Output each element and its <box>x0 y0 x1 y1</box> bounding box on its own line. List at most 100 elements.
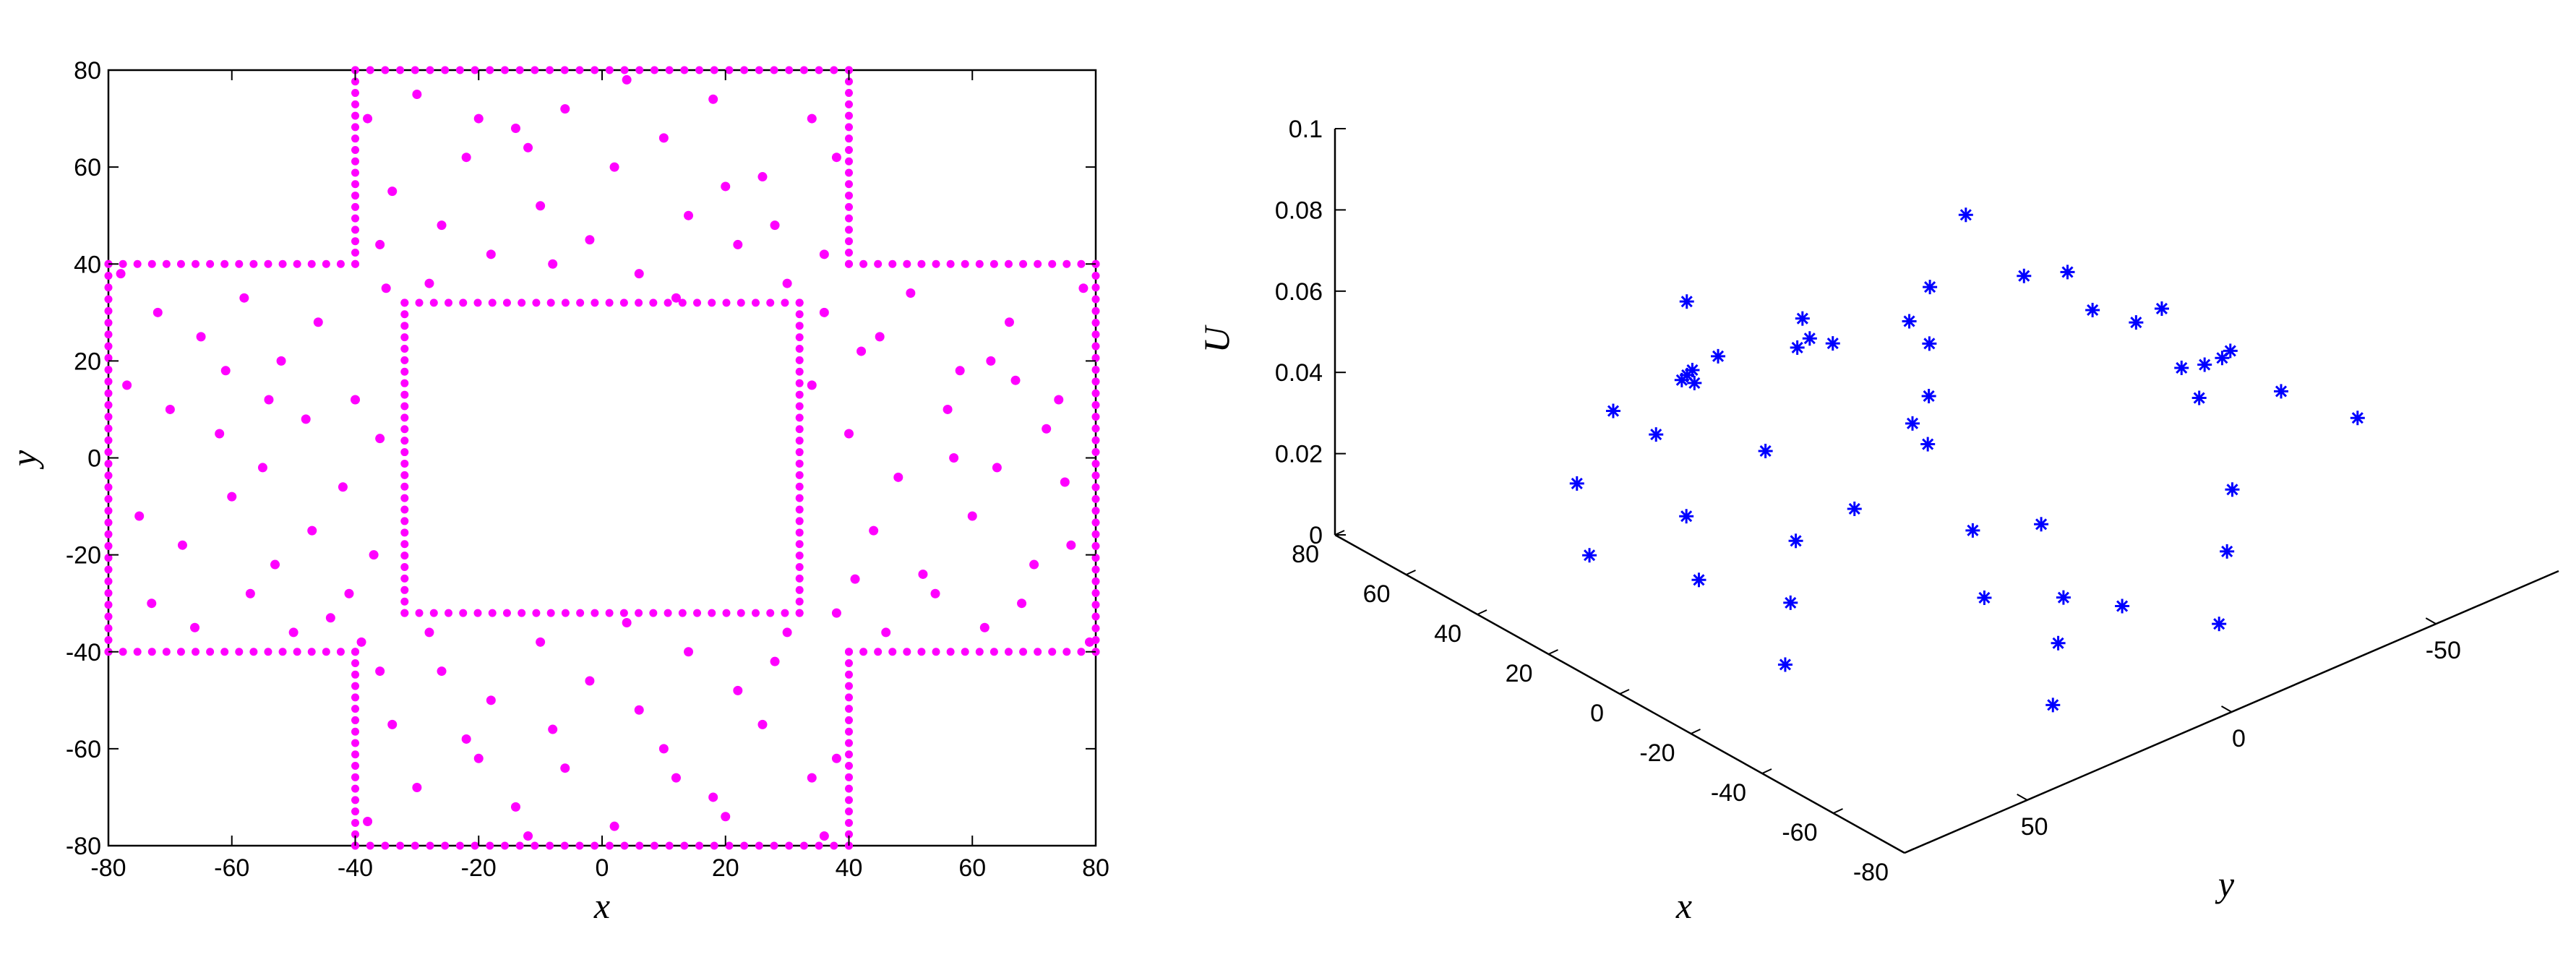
boundary-point <box>755 66 763 74</box>
data-point <box>1777 657 1793 672</box>
boundary-point <box>400 482 409 491</box>
data-point <box>338 482 348 492</box>
boundary-point <box>351 134 359 143</box>
data-point <box>424 278 434 288</box>
boundary-point <box>104 436 113 445</box>
boundary-point <box>845 750 853 759</box>
data-point <box>523 831 533 841</box>
x3-tick-label: -60 <box>1782 819 1817 846</box>
data-point <box>363 816 373 826</box>
boundary-point <box>795 322 804 330</box>
boundary-point <box>903 259 911 268</box>
boundary-point <box>351 773 359 781</box>
boundary-point <box>486 66 494 74</box>
data-point <box>387 719 398 729</box>
boundary-point <box>104 424 113 433</box>
left-x-ticks: -80 -60 -40 -20 0 20 40 60 80 <box>90 70 1109 882</box>
data-point <box>486 695 496 705</box>
z-tick-label: 0.04 <box>1275 359 1323 387</box>
boundary-point <box>1091 447 1100 456</box>
boundary-point <box>104 460 113 468</box>
boundary-point <box>845 157 853 166</box>
boundary-point <box>546 299 555 307</box>
data-point <box>381 283 391 293</box>
boundary-point <box>1091 400 1100 409</box>
data-point <box>1795 311 1810 326</box>
boundary-point <box>845 145 853 154</box>
left-x-axis-label: x <box>593 885 610 926</box>
data-point <box>548 724 558 734</box>
boundary-point <box>264 259 272 268</box>
boundary-point <box>235 259 244 268</box>
data-point <box>782 627 792 638</box>
boundary-point <box>400 609 409 617</box>
x-tick-label: 0 <box>596 854 609 882</box>
data-point <box>819 307 829 317</box>
boundary-point <box>400 597 409 606</box>
boundary-point <box>695 66 704 74</box>
x3-tick-mark <box>1406 570 1416 575</box>
boundary-point <box>192 259 200 268</box>
boundary-point <box>845 111 853 120</box>
boundary-point <box>104 342 113 351</box>
boundary-point <box>400 344 409 353</box>
data-point <box>486 249 496 259</box>
boundary-point <box>400 437 409 445</box>
boundary-point <box>737 609 745 617</box>
boundary-point <box>104 577 113 585</box>
data-point <box>313 317 323 327</box>
data-point <box>733 685 743 695</box>
z-tick-label: 0.06 <box>1275 278 1323 306</box>
boundary-point <box>1091 554 1100 562</box>
data-point <box>986 356 996 366</box>
left-y-ticks: -80 -60 -40 -20 0 20 40 60 80 <box>66 57 1096 860</box>
data-point <box>1042 424 1052 434</box>
boundary-point <box>104 366 113 374</box>
boundary-point <box>351 648 359 656</box>
boundary-point <box>455 66 464 74</box>
boundary-point <box>635 299 643 307</box>
data-point <box>412 90 422 100</box>
data-point <box>1010 375 1021 385</box>
data-point <box>893 472 903 482</box>
data-point <box>473 753 484 763</box>
boundary-point <box>426 66 434 74</box>
data-point <box>634 705 644 715</box>
data-point <box>1965 523 1980 538</box>
boundary-point <box>770 841 778 850</box>
y3-tick-mark <box>2017 794 2028 801</box>
boundary-point <box>415 299 424 307</box>
boundary-point <box>351 682 359 690</box>
data-point <box>375 434 385 444</box>
z-tick-label: 0 <box>1309 522 1323 549</box>
boundary-point <box>459 299 468 307</box>
data-point <box>1029 559 1039 570</box>
boundary-point <box>500 841 509 850</box>
y-tick-label: 60 <box>74 154 101 181</box>
data-point <box>288 627 299 638</box>
data-point <box>1920 437 1936 452</box>
boundary-point <box>400 459 409 468</box>
boundary-point <box>192 648 200 656</box>
boundary-point <box>546 66 554 74</box>
boundary-point <box>104 588 113 597</box>
boundary-point <box>293 648 301 656</box>
boundary-point <box>766 299 775 307</box>
boundary-point <box>795 585 804 594</box>
boundary-point <box>591 299 599 307</box>
boundary-point <box>351 89 359 98</box>
boundary-point <box>785 66 794 74</box>
data-point <box>831 153 841 163</box>
boundary-point <box>518 299 526 307</box>
data-point <box>1788 533 1803 549</box>
boundary-point <box>351 259 359 268</box>
boundary-point <box>1091 342 1100 351</box>
data-point <box>116 269 126 279</box>
boundary-point <box>795 437 804 445</box>
boundary-point <box>104 518 113 527</box>
boundary-point <box>1091 413 1100 421</box>
data-point <box>2045 698 2061 713</box>
boundary-point <box>708 609 716 617</box>
data-point <box>1078 283 1089 293</box>
data-point <box>733 239 743 249</box>
